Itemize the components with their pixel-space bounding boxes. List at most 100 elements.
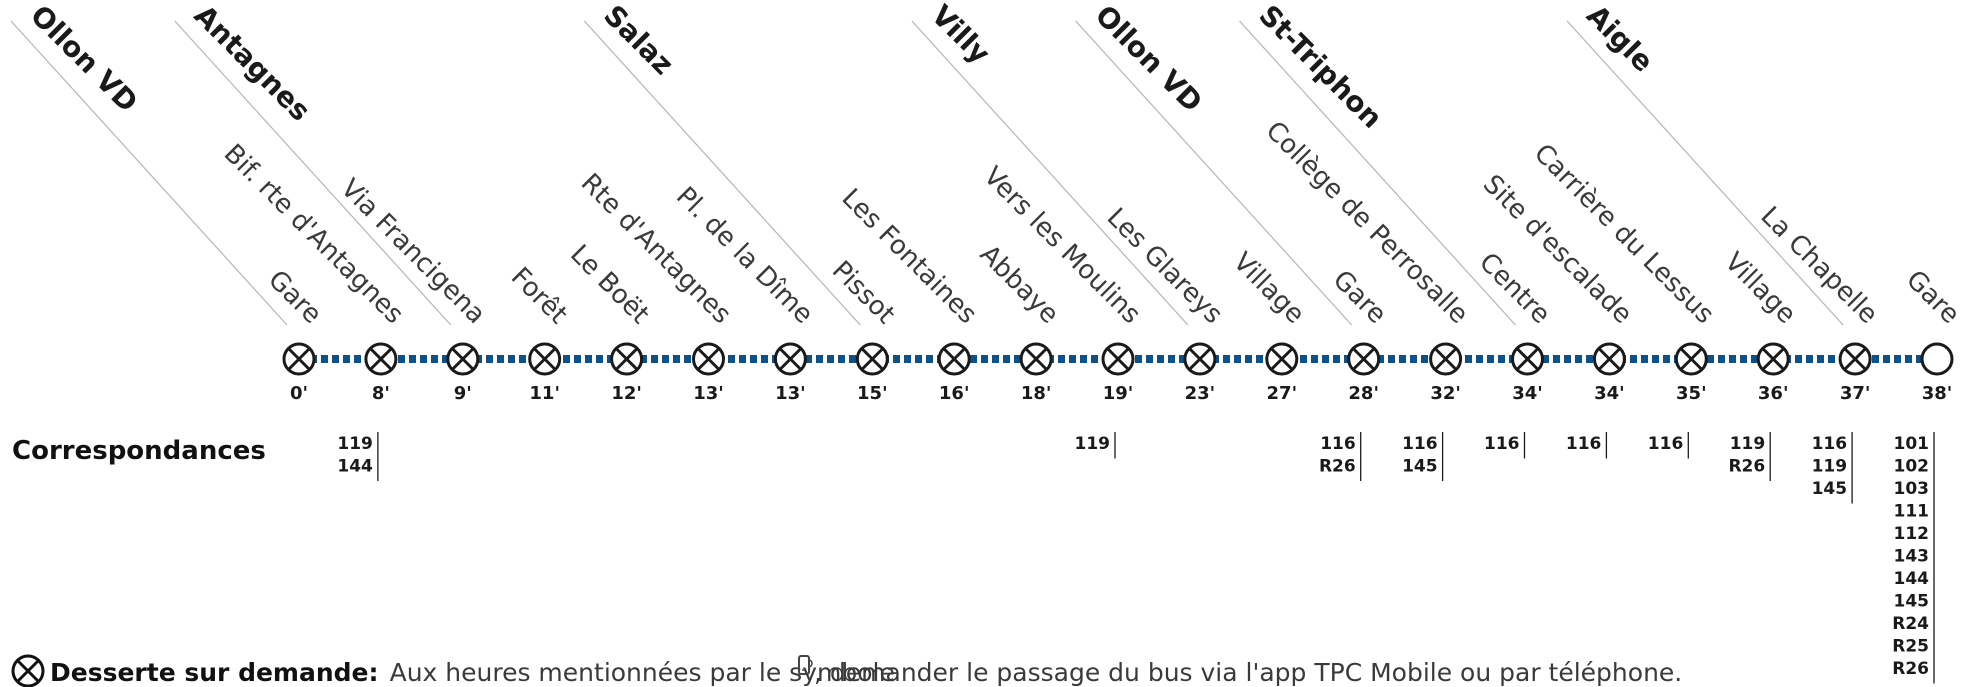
connection-line-number: 145 — [1894, 592, 1930, 612]
svg-text:Desserte sur demande: Au: Desserte sur demande: Aux heures mention… — [50, 658, 895, 687]
on-demand-stop-icon — [1674, 342, 1708, 376]
on-demand-stop-icon — [1756, 342, 1790, 376]
legend-title: Desserte sur demande: — [50, 658, 379, 687]
town-guide-line — [1075, 20, 1353, 326]
travel-time: 0' — [290, 383, 308, 404]
town-label: Salaz — [597, 0, 680, 81]
on-demand-stop-icon — [1592, 342, 1626, 376]
travel-time: 34' — [1594, 383, 1625, 404]
stop-name: Gare — [1900, 265, 1965, 330]
legend: Desserte sur demande: Aux heures mention… — [11, 654, 1682, 687]
stop-name: Village — [1718, 247, 1801, 330]
stop-name: Via Francigena — [335, 174, 491, 330]
town-label: Villy — [925, 0, 997, 70]
on-demand-stop-icon — [692, 342, 725, 376]
town-guide-line — [1239, 20, 1516, 326]
connection-line-number: 144 — [1894, 569, 1930, 589]
on-demand-stop-icon — [1429, 342, 1463, 376]
connection-line-number: 101 — [1894, 434, 1930, 454]
connection-line-number: R24 — [1892, 614, 1929, 634]
travel-times: 0' 8' 9' 11' 12' 13' 13' 15' 16' 18' 19' 23' 27' 28' 3… — [290, 383, 1952, 404]
travel-time: 15' — [857, 383, 888, 404]
travel-time: 28' — [1348, 383, 1379, 404]
connection-line-number: R26 — [1319, 457, 1356, 477]
on-demand-stop-icon — [528, 342, 562, 376]
travel-time: 12' — [611, 383, 642, 404]
on-demand-stop-icon — [1101, 342, 1135, 376]
travel-time: 34' — [1512, 383, 1543, 404]
stop-markers — [282, 342, 1954, 376]
legend-text-before: Aux heures mentionnées par le symbole — [390, 658, 895, 687]
connection-line-number: 119 — [1812, 457, 1848, 477]
on-demand-stop-icon — [773, 342, 807, 376]
travel-time: 37' — [1840, 383, 1871, 404]
on-demand-stop-icon — [282, 342, 316, 376]
stop-name: Gare — [1327, 265, 1392, 330]
travel-time: 32' — [1430, 383, 1461, 404]
travel-time: 23' — [1185, 383, 1216, 404]
town-label: Antagnes — [188, 0, 317, 128]
connection-line-number: 145 — [1402, 457, 1438, 477]
travel-time: 11' — [529, 383, 560, 404]
travel-time: 13' — [693, 383, 724, 404]
connection-line-number: 112 — [1894, 524, 1930, 544]
connection-line-number: 119 — [1730, 434, 1766, 454]
town-label: St-Triphon — [1253, 0, 1389, 135]
travel-time: 36' — [1758, 383, 1789, 404]
stop-name: Village — [1227, 247, 1310, 330]
travel-time: 9' — [454, 383, 472, 404]
connection-line-number: 116 — [1402, 434, 1438, 454]
on-demand-stop-icon — [446, 342, 480, 376]
terminus-stop-icon — [1920, 342, 1954, 376]
stop-name: Centre — [1473, 247, 1556, 330]
connection-line-number: 111 — [1894, 502, 1930, 522]
phone-icon — [798, 655, 813, 675]
connection-line-number: 119 — [1075, 434, 1111, 454]
on-demand-stop-icon — [1019, 342, 1053, 376]
connection-lists: 119 144 119 116 R26 116 145 116 116 116 119 R26 116 1… — [337, 432, 1935, 684]
on-demand-stop-icon — [1265, 342, 1299, 376]
on-demand-stop-icon — [1511, 342, 1544, 376]
on-demand-stop-icon — [610, 342, 644, 376]
travel-time: 38' — [1922, 383, 1953, 404]
correspondances-label: Correspondances — [12, 436, 266, 466]
town-labels: Ollon VD Antagnes Salaz Villy Ollon VD St-Tri… — [24, 0, 1660, 135]
on-demand-stop-icon — [364, 342, 398, 376]
stop-name: Site d'escalade — [1477, 169, 1638, 330]
connection-line-number: R26 — [1728, 457, 1765, 477]
town-guide-line — [174, 20, 452, 326]
travel-time: 27' — [1267, 383, 1298, 404]
on-demand-stop-icon — [1838, 342, 1872, 376]
on-demand-stop-icon — [11, 654, 45, 687]
town-guide-line — [10, 20, 288, 326]
connection-line-number: 144 — [337, 457, 373, 477]
travel-time: 18' — [1021, 383, 1052, 404]
connection-line-number: 119 — [337, 434, 373, 454]
connection-line-number: 116 — [1648, 434, 1684, 454]
connection-line-number: R26 — [1892, 659, 1929, 679]
stop-name: Rte d'Antagnes — [575, 168, 737, 330]
connection-line-number: 116 — [1484, 434, 1520, 454]
connection-line-number: 143 — [1894, 547, 1930, 567]
travel-time: 35' — [1676, 383, 1707, 404]
on-demand-stop-icon — [1183, 342, 1217, 376]
town-guide-lines — [10, 20, 1844, 326]
travel-time: 13' — [775, 383, 806, 404]
connection-line-number: 103 — [1894, 479, 1930, 499]
travel-time: 8' — [372, 383, 390, 404]
town-guide-line — [583, 20, 861, 326]
travel-time: 16' — [939, 383, 970, 404]
on-demand-stop-icon — [855, 342, 889, 376]
connection-line-number: 145 — [1812, 479, 1848, 499]
stop-name: Pissot — [826, 255, 901, 330]
town-guide-line — [911, 20, 1189, 326]
town-label: Aigle — [1580, 0, 1660, 78]
connection-line-number: 116 — [1566, 434, 1602, 454]
connection-line-number: 116 — [1320, 434, 1356, 454]
connection-line-number: 102 — [1894, 457, 1930, 477]
town-guide-line — [1566, 20, 1844, 326]
travel-time: 19' — [1103, 383, 1134, 404]
on-demand-stop-icon — [1347, 342, 1381, 376]
